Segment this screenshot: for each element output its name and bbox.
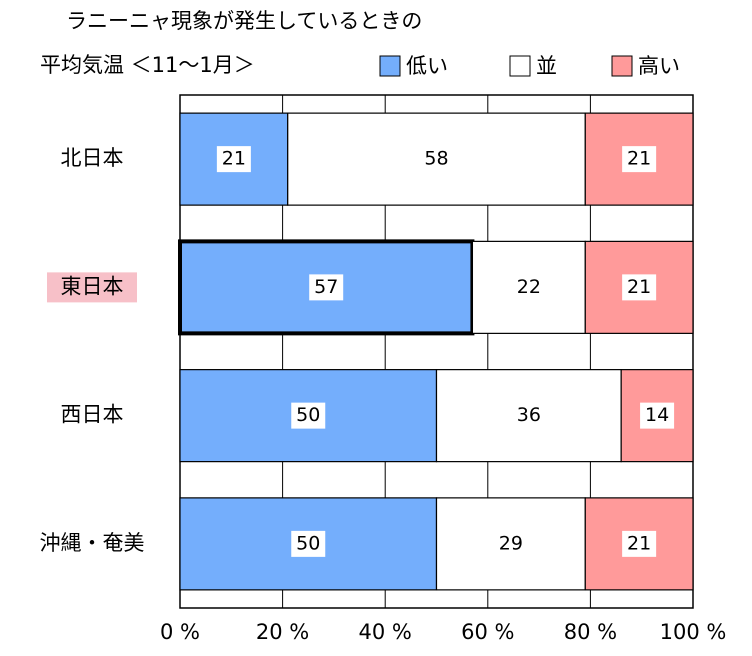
value-label: 36	[517, 404, 541, 426]
bar-segment	[620, 369, 694, 463]
category-highlight	[47, 272, 137, 303]
x-tick-label: 60 %	[461, 620, 514, 644]
value-label-bg	[291, 530, 326, 557]
chart-title: ラニーニャ現象が発生しているときの	[66, 9, 422, 33]
value-label: 50	[296, 532, 320, 554]
x-tick-label: 20 %	[256, 620, 309, 644]
y-tick-label: 北日本	[61, 146, 124, 170]
value-label: 29	[499, 532, 523, 554]
y-tick-label: 沖縄・奄美	[40, 531, 145, 555]
legend-swatch	[611, 55, 633, 77]
value-label-bg	[419, 146, 454, 173]
value-label: 50	[296, 404, 320, 426]
value-label: 58	[424, 148, 448, 170]
legend-label: 高い	[638, 54, 680, 78]
legend-label: 並	[536, 54, 557, 78]
legend-label: 低い	[406, 54, 448, 78]
value-label-bg	[622, 146, 657, 173]
value-label-bg	[291, 402, 326, 429]
value-label-bg	[511, 402, 546, 429]
value-label: 57	[314, 276, 338, 298]
value-label: 21	[627, 276, 651, 298]
value-label: 21	[222, 148, 246, 170]
value-label-bg	[511, 274, 546, 301]
value-label: 14	[645, 404, 669, 426]
x-tick-label: 40 %	[359, 620, 412, 644]
value-label-bg	[216, 146, 251, 173]
legend-swatch	[509, 55, 531, 77]
x-tick-label: 80 %	[564, 620, 617, 644]
value-label: 21	[627, 148, 651, 170]
value-label-bg	[640, 402, 675, 429]
value-label-bg	[493, 530, 528, 557]
value-label: 21	[627, 532, 651, 554]
bar-segment	[584, 497, 694, 591]
value-label-bg	[622, 274, 657, 301]
value-label-bg	[309, 274, 344, 301]
value-label-bg	[622, 530, 657, 557]
legend-swatch	[379, 55, 401, 77]
value-label: 22	[517, 276, 541, 298]
x-tick-label: 0 %	[160, 620, 200, 644]
y-tick-label: 東日本	[61, 274, 124, 298]
chart-subtitle: 平均気温 ＜11〜1月＞	[40, 53, 255, 77]
x-tick-label: 100 %	[660, 620, 727, 644]
y-tick-label: 西日本	[61, 403, 124, 427]
